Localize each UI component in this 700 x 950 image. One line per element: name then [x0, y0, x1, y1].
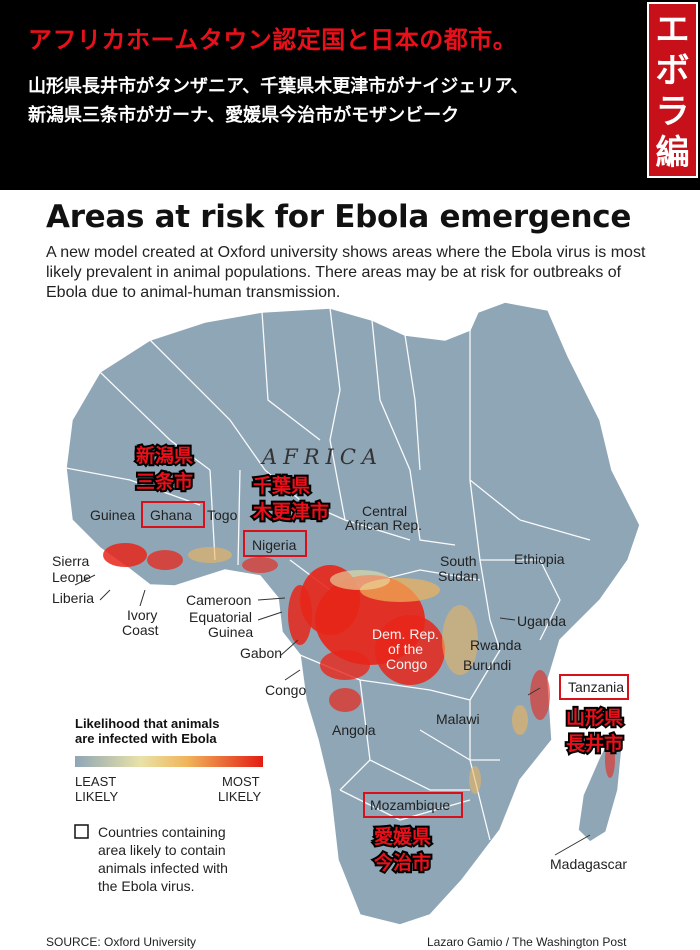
label-ivory-coast-2: Coast: [122, 622, 159, 638]
annotation-chiba-2: 木更津市: [252, 500, 329, 523]
label-ghana: Ghana: [150, 507, 192, 523]
label-south-sudan-1: South: [440, 553, 477, 569]
label-malawi: Malawi: [436, 711, 480, 727]
risk-hotspots: [103, 543, 615, 794]
banner-title: アフリカホームタウン認定国と日本の都市。: [28, 26, 518, 54]
country-borders: [65, 307, 591, 841]
annotation-niigata-2: 三条市: [136, 470, 193, 493]
legend-note-1: Countries containing: [98, 824, 226, 840]
annotation-ehime-2: 今治市: [373, 851, 431, 874]
label-togo: Togo: [207, 507, 238, 523]
legend-note-2: area likely to contain: [98, 842, 226, 858]
label-uganda: Uganda: [517, 613, 566, 629]
highlight-boxes: [141, 501, 629, 818]
figure-description: A new model created at Oxford university…: [46, 244, 646, 301]
top-banner: アフリカホームタウン認定国と日本の都市。 山形県長井市がタンザニア、千葉県木更津…: [0, 0, 700, 190]
map-legend: Likelihood that animals are infected wit…: [74, 716, 263, 894]
label-ivory-coast-1: Ivory: [127, 607, 157, 623]
label-sierra-leone-2: Leone: [52, 569, 91, 585]
legend-gradient-bar: [75, 756, 263, 767]
label-rwanda: Rwanda: [470, 637, 522, 653]
label-liberia: Liberia: [52, 590, 94, 606]
continent-label: AFRICA: [260, 445, 383, 469]
annotation-niigata-1: 新潟県: [136, 444, 193, 467]
figure-title: Areas at risk for Ebola emergence: [46, 199, 632, 235]
legend-note-4: the Ebola virus.: [98, 878, 195, 894]
country-labels: Guinea Ghana Togo Sierra Leone Liberia I…: [52, 503, 627, 872]
label-drc-1: Dem. Rep.: [372, 626, 439, 642]
label-car-2: African Rep.: [345, 517, 422, 533]
side-tag-text: エボラ編: [655, 10, 690, 173]
label-angola: Angola: [332, 722, 376, 738]
label-drc-2: of the: [388, 641, 423, 657]
annotation-yamagata-1: 山形県: [566, 707, 623, 729]
label-eq-guinea-2: Guinea: [208, 624, 253, 640]
box-ghana: [141, 501, 205, 528]
label-ethiopia: Ethiopia: [514, 551, 565, 567]
legend-title-2: are infected with Ebola: [75, 731, 217, 746]
annotation-chiba-1: 千葉県: [253, 475, 310, 497]
city-annotations: 新潟県 三条市 千葉県 木更津市 山形県 長井市 愛媛県 今治市: [134, 442, 625, 876]
label-nigeria: Nigeria: [252, 537, 297, 553]
label-guinea: Guinea: [90, 507, 135, 523]
legend-outline-swatch: [74, 824, 89, 839]
leader-lines: [74, 574, 591, 856]
label-cameroon: Cameroon: [186, 592, 251, 608]
side-tag: エボラ編: [647, 2, 698, 178]
legend-most-2: LIKELY: [218, 789, 261, 804]
label-gabon: Gabon: [240, 645, 282, 661]
label-eq-guinea-1: Equatorial: [189, 609, 252, 625]
box-nigeria: [243, 530, 307, 557]
legend-least-2: LIKELY: [75, 789, 118, 804]
legend-title-1: Likelihood that animals: [75, 716, 219, 731]
label-congo: Congo: [265, 682, 306, 698]
legend-most-1: MOST: [222, 774, 260, 789]
legend-note-3: animals infected with: [98, 860, 228, 876]
label-mozambique: Mozambique: [370, 797, 450, 813]
label-madagascar: Madagascar: [550, 856, 627, 872]
annotation-yamagata-2: 長井市: [566, 732, 623, 755]
banner-subtitle-line-2: 新潟県三条市がガーナ、愛媛県今治市がモザンビーク: [28, 105, 460, 126]
label-drc-3: Congo: [386, 656, 427, 672]
box-mozambique: [363, 792, 463, 818]
label-tanzania: Tanzania: [568, 679, 624, 695]
label-burundi: Burundi: [463, 657, 511, 673]
banner-subtitle-line-1: 山形県長井市がタンザニア、千葉県木更津市がナイジェリア、: [28, 76, 529, 97]
box-tanzania: [559, 674, 629, 700]
label-south-sudan-2: Sudan: [438, 568, 478, 584]
label-car-1: Central: [362, 503, 407, 519]
legend-least-1: LEAST: [75, 774, 116, 789]
label-sierra-leone-1: Sierra: [52, 553, 90, 569]
source-credit: SOURCE: Oxford University: [46, 935, 196, 949]
author-credit: Lazaro Gamio / The Washington Post: [427, 935, 627, 949]
annotation-ehime-1: 愛媛県: [374, 825, 431, 848]
